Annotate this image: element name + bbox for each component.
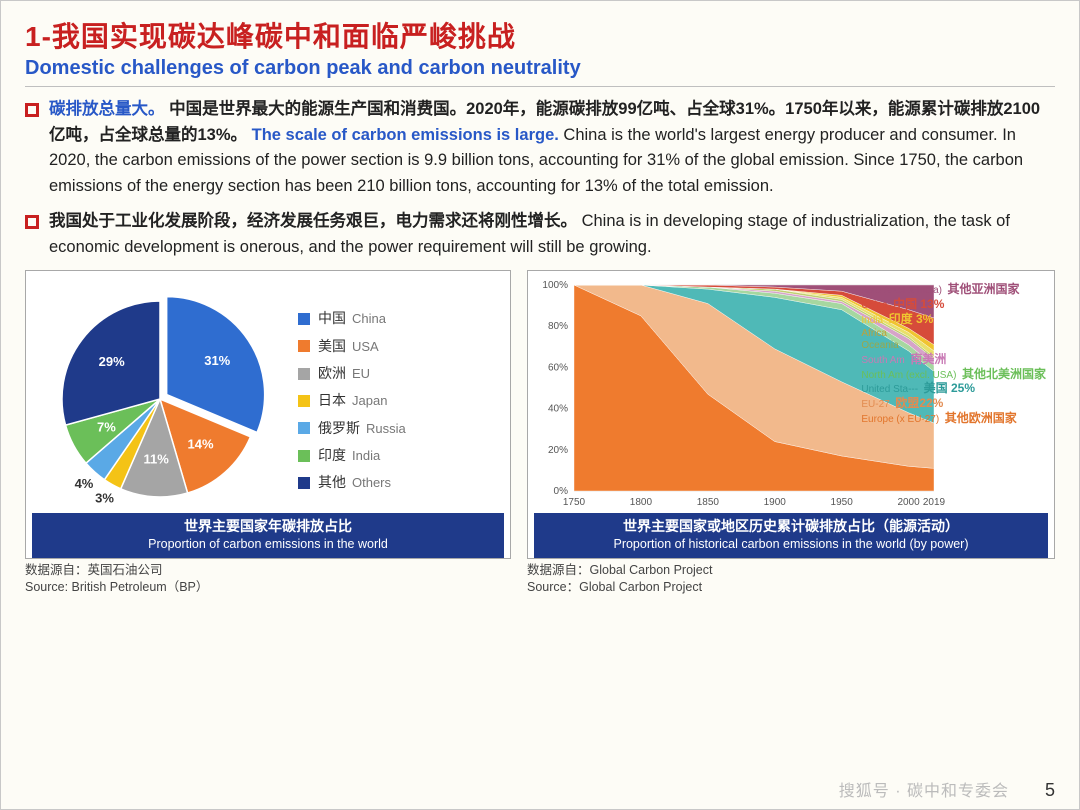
area-series-label: North Am (excl. USA) 其他北美洲国家 <box>861 368 1046 382</box>
title-en: Domestic challenges of carbon peak and c… <box>25 57 1055 80</box>
svg-text:1800: 1800 <box>630 497 653 508</box>
watermark: 搜狐号 · 碳中和专委会 <box>839 777 1009 801</box>
bullet-lead-cn: 碳排放总量大。 <box>49 100 165 118</box>
svg-text:31%: 31% <box>204 353 230 368</box>
area-right-labels: Asia (excl & India) 其他亚洲国家China 中国 13%In… <box>861 283 1046 426</box>
area-caption-cn: 世界主要国家或地区历史累计碳排放占比（能源活动） <box>538 517 1044 536</box>
area-panel: 0% 20% 40% 60% 80% 100% 1750 1800 1850 1900 1950 20… <box>527 270 1055 596</box>
area-series-label: United Sta--- 美国 25% <box>861 382 1046 396</box>
svg-text:11%: 11% <box>143 452 169 467</box>
area-series-label: EU-27 欧盟22% <box>861 397 1046 411</box>
svg-text:29%: 29% <box>99 355 125 370</box>
svg-text:2000: 2000 <box>897 497 920 508</box>
svg-text:4%: 4% <box>75 476 94 491</box>
area-series-label: India 印度 3% <box>861 313 1046 327</box>
svg-text:14%: 14% <box>187 437 213 452</box>
bullet-item: 我国处于工业化发展阶段，经济发展任务艰巨，电力需求还将刚性增长。 China i… <box>25 209 1055 260</box>
charts-row: 31% 14% 11% 3%4% 7% 29% 中国China美国USA欧洲EU日本Jap… <box>25 270 1055 596</box>
area-series-label: Africa <box>861 328 1046 340</box>
area-series-label: Asia (excl & India) 其他亚洲国家 <box>861 283 1046 297</box>
area-series-label: Oceania <box>861 340 1046 352</box>
pie-legend: 中国China美国USA欧洲EU日本Japan俄罗斯Russia印度India其… <box>292 277 504 513</box>
legend-item: 印度India <box>298 442 500 469</box>
area-series-label: Europe (x EU-27) 其他欧洲国家 <box>861 412 1046 426</box>
svg-text:60%: 60% <box>548 363 568 374</box>
legend-item: 其他Others <box>298 469 500 496</box>
pie-chart: 31% 14% 11% 3%4% 7% 29% <box>32 277 292 513</box>
legend-item: 欧洲EU <box>298 360 500 387</box>
bullet-lead-cn: 我国处于工业化发展阶段，经济发展任务艰巨，电力需求还将刚性增长。 <box>49 212 577 230</box>
pie-source: 数据源自：英国石油公司 Source: British Petroleum（BP… <box>25 562 511 596</box>
svg-text:0%: 0% <box>554 486 569 497</box>
legend-item: 中国China <box>298 305 500 332</box>
area-source: 数据源自：Global Carbon Project Source：Global… <box>527 562 1055 596</box>
legend-item: 俄罗斯Russia <box>298 415 500 442</box>
title-cn: 1-我国实现碳达峰碳中和面临严峻挑战 <box>25 15 1055 55</box>
bullet-icon <box>25 103 39 117</box>
pie-source-en: Source: British Petroleum（BP） <box>25 579 511 596</box>
legend-item: 美国USA <box>298 333 500 360</box>
bullet-item: 碳排放总量大。 中国是世界最大的能源生产国和消费国。2020年，能源碳排放99亿… <box>25 97 1055 199</box>
svg-text:1950: 1950 <box>831 497 854 508</box>
area-caption: 世界主要国家或地区历史累计碳排放占比（能源活动） Proportion of h… <box>534 513 1048 558</box>
legend-item: 日本Japan <box>298 387 500 414</box>
page-number: 5 <box>1045 780 1055 801</box>
area-series-label: China 中国 13% <box>861 298 1046 312</box>
svg-text:100%: 100% <box>542 280 568 291</box>
divider <box>25 86 1055 87</box>
svg-text:40%: 40% <box>548 404 568 415</box>
svg-text:20%: 20% <box>548 445 568 456</box>
area-series-label: South Am 南美洲 <box>861 353 1046 367</box>
svg-text:3%: 3% <box>95 491 114 506</box>
pie-panel: 31% 14% 11% 3%4% 7% 29% 中国China美国USA欧洲EU日本Jap… <box>25 270 511 596</box>
bullet-list: 碳排放总量大。 中国是世界最大的能源生产国和消费国。2020年，能源碳排放99亿… <box>25 97 1055 260</box>
pie-source-cn: 数据源自：英国石油公司 <box>25 562 511 579</box>
svg-text:1900: 1900 <box>764 497 787 508</box>
bullet-lead-en: The scale of carbon emissions is large. <box>252 126 559 144</box>
svg-text:1850: 1850 <box>697 497 720 508</box>
area-caption-en: Proportion of historical carbon emission… <box>538 536 1044 553</box>
pie-caption: 世界主要国家年碳排放占比 Proportion of carbon emissi… <box>32 513 504 558</box>
pie-caption-en: Proportion of carbon emissions in the wo… <box>36 536 500 553</box>
area-source-cn: 数据源自：Global Carbon Project <box>527 562 1055 579</box>
pie-caption-cn: 世界主要国家年碳排放占比 <box>36 517 500 536</box>
svg-text:2019: 2019 <box>923 497 946 508</box>
svg-text:7%: 7% <box>97 420 116 435</box>
svg-text:1750: 1750 <box>563 497 586 508</box>
svg-text:80%: 80% <box>548 322 568 333</box>
area-source-en: Source：Global Carbon Project <box>527 579 1055 596</box>
bullet-icon <box>25 215 39 229</box>
